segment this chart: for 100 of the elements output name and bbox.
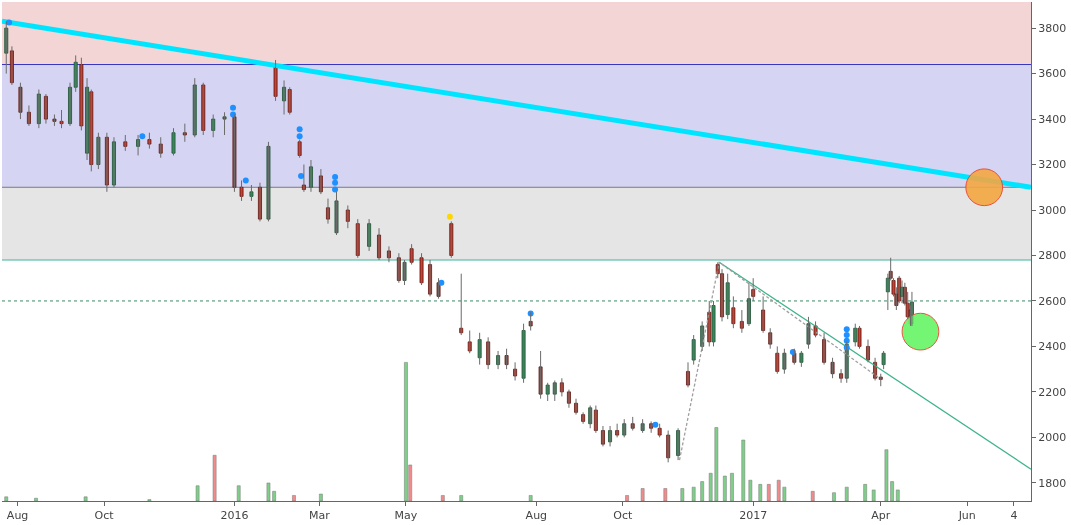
- candlestick: [504, 348, 509, 370]
- bar: [212, 455, 217, 501]
- point: [843, 332, 850, 339]
- candlestick: [79, 57, 84, 131]
- candlestick: [806, 316, 811, 350]
- bar: [404, 362, 408, 501]
- candlestick: [436, 277, 441, 300]
- point: [298, 172, 305, 179]
- bar: [832, 492, 836, 501]
- candlestick: [409, 243, 414, 266]
- bar: [34, 497, 38, 501]
- point: [843, 326, 850, 333]
- point: [332, 179, 339, 186]
- candlestick: [878, 373, 883, 387]
- bar: [625, 495, 629, 501]
- candlestick: [266, 141, 271, 222]
- bar: [528, 495, 533, 501]
- candlestick: [657, 423, 662, 438]
- bar: [4, 496, 9, 501]
- point: [230, 104, 237, 111]
- bar: [871, 489, 876, 501]
- candlestick: [123, 134, 128, 152]
- bar: [663, 488, 668, 501]
- point: [296, 126, 303, 133]
- point: [296, 133, 303, 140]
- bar: [895, 489, 900, 501]
- x-tick-label: 4: [1010, 509, 1018, 523]
- candlestick: [731, 295, 736, 329]
- bar: [748, 479, 753, 501]
- y-tick-label: 2200: [1038, 385, 1067, 399]
- x-tick-label: Apr: [871, 509, 891, 523]
- bar: [292, 495, 296, 501]
- candlestick: [799, 350, 804, 368]
- x-tick-label: May: [394, 509, 418, 523]
- y-tick-label: 2400: [1038, 340, 1067, 354]
- x-tick-label: Oct: [613, 509, 633, 523]
- point: [652, 421, 659, 428]
- candlestick: [477, 332, 482, 366]
- bar: [863, 484, 867, 501]
- candlestick: [147, 132, 152, 150]
- bar: [680, 488, 685, 501]
- y-tick-label: 3600: [1038, 67, 1067, 81]
- y-tick-label: 2800: [1038, 249, 1067, 263]
- bar: [730, 473, 734, 501]
- bar: [195, 485, 200, 501]
- bar: [810, 491, 815, 501]
- bar: [459, 495, 464, 501]
- bar: [640, 488, 645, 501]
- point: [242, 177, 249, 184]
- candlestick: [402, 259, 407, 286]
- candlestick: [711, 300, 716, 347]
- candlestick: [775, 345, 780, 375]
- bar: [83, 496, 88, 501]
- y-tick-label: 2600: [1038, 294, 1067, 308]
- bar: [691, 486, 696, 501]
- candlestick: [782, 348, 787, 375]
- bar: [700, 481, 704, 501]
- candlestick: [96, 132, 101, 170]
- x-tick-label: Oct: [94, 509, 115, 523]
- candlestick: [239, 179, 244, 202]
- candlestick: [538, 350, 543, 400]
- candlestick: [419, 252, 424, 286]
- y-tick-label: 3000: [1038, 203, 1067, 217]
- candlestick: [232, 114, 237, 193]
- bar: [440, 495, 445, 501]
- point: [446, 213, 453, 220]
- candlestick: [881, 350, 886, 370]
- y-tick-label: 3800: [1038, 21, 1067, 35]
- x-tick-label: Jun: [957, 509, 976, 523]
- bar: [766, 484, 771, 501]
- candlestick: [857, 325, 862, 350]
- candlestick: [59, 109, 64, 129]
- candlestick: [830, 357, 835, 379]
- candlestick: [449, 220, 454, 259]
- point: [332, 186, 339, 193]
- x-tick-label: Aug: [525, 509, 548, 523]
- point: [139, 133, 146, 140]
- candlestick: [52, 114, 57, 127]
- candlestick: [249, 184, 254, 202]
- candlestick: [545, 382, 550, 402]
- x-tick-label: 2017: [739, 509, 768, 523]
- candlestick: [222, 111, 227, 136]
- point: [843, 337, 850, 344]
- point: [438, 279, 445, 286]
- candlestick: [171, 127, 176, 156]
- candlestick: [182, 123, 187, 143]
- candlestick: [691, 334, 696, 366]
- y-tick-label: 2000: [1038, 431, 1067, 445]
- bar: [758, 484, 763, 501]
- candlestick: [297, 139, 302, 159]
- candlestick: [273, 59, 278, 102]
- y-tick-label: 3200: [1038, 158, 1067, 172]
- candlestick: [725, 273, 730, 320]
- candlestick: [521, 323, 526, 384]
- candlestick: [630, 416, 635, 432]
- point: [332, 174, 339, 181]
- y-tick-label: 1800: [1038, 476, 1067, 490]
- bar: [741, 439, 746, 501]
- x-tick-label: Mar: [309, 509, 331, 523]
- x-tick-label: Aug: [6, 509, 29, 523]
